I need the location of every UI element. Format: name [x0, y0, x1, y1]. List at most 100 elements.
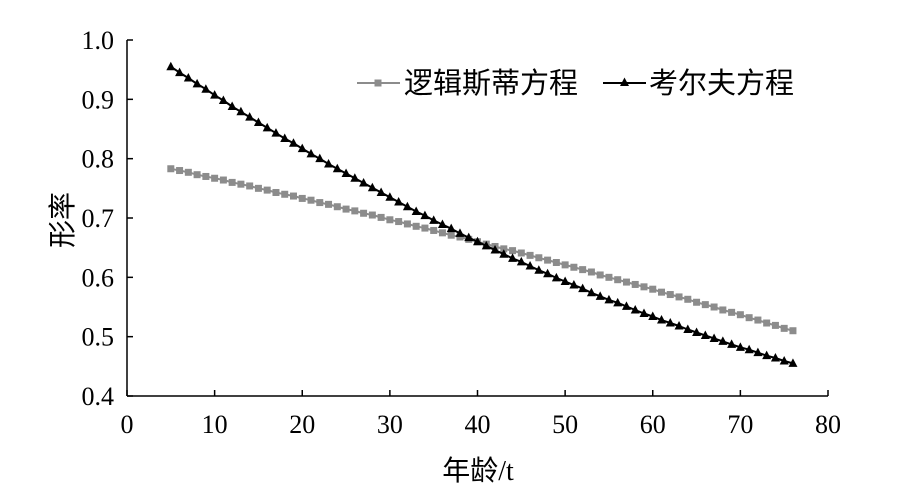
korf-point	[175, 67, 185, 77]
korf-point	[770, 353, 780, 362]
legend-item-logistic: 逻辑斯蒂方程	[357, 67, 578, 100]
korf-point	[665, 318, 675, 327]
korf-point	[341, 168, 351, 177]
korf-point	[674, 320, 684, 330]
korf-point	[578, 283, 588, 293]
x-tick-label: 60	[640, 410, 666, 439]
x-tick-label: 10	[202, 410, 228, 439]
korf-point	[324, 159, 334, 168]
legend: 逻辑斯蒂方程 考尔夫方程	[357, 67, 794, 100]
korf-point	[543, 268, 553, 278]
logistic-point	[745, 314, 753, 322]
logistic-point	[211, 174, 219, 182]
logistic-point	[289, 192, 297, 200]
korf-point	[499, 249, 509, 258]
korf-point	[683, 324, 693, 334]
logistic-point	[763, 319, 771, 327]
korf-point	[586, 287, 596, 297]
korf-point	[236, 106, 246, 116]
korf-point	[297, 143, 307, 153]
logistic-point	[298, 194, 306, 202]
korf-point	[551, 272, 561, 282]
logistic-point	[246, 182, 254, 190]
x-tick-label: 70	[727, 410, 753, 439]
logistic-point	[403, 220, 411, 228]
korf-point	[692, 327, 702, 337]
korf-point	[280, 133, 290, 142]
korf-point	[350, 173, 360, 182]
logistic-point	[386, 216, 394, 224]
logistic-point	[544, 256, 552, 264]
logistic-point	[228, 178, 236, 186]
logistic-point	[535, 254, 543, 262]
x-tick-label: 40	[465, 410, 491, 439]
korf-point	[700, 330, 710, 339]
korf-point	[709, 333, 719, 342]
korf-point	[508, 253, 518, 262]
korf-point	[253, 117, 263, 126]
korf-point	[718, 336, 728, 345]
logistic-point	[789, 327, 797, 335]
logistic-point	[754, 316, 762, 324]
logistic-point	[579, 266, 587, 274]
korf-point	[315, 153, 325, 163]
logistic-point	[167, 165, 175, 173]
korf-point	[648, 311, 658, 320]
legend-logistic-square-marker-icon	[374, 79, 382, 87]
legend-logistic-label: 逻辑斯蒂方程	[404, 67, 578, 100]
logistic-point	[316, 199, 324, 207]
logistic-point	[281, 190, 289, 198]
logistic-point	[219, 176, 227, 184]
logistic-point	[430, 226, 438, 234]
korf-markers	[166, 61, 798, 367]
logistic-point	[561, 261, 569, 269]
legend-item-korf: 考尔夫方程	[603, 67, 794, 100]
axis-ticks: 0 10 20 30 40 50 60 70 80 0.4 0.5 0.6 0.7 0.8 0.9 1.0	[82, 26, 842, 439]
logistic-point	[719, 306, 727, 314]
logistic-point	[307, 196, 315, 204]
legend-korf-triangle-marker-icon	[620, 77, 629, 86]
logistic-point	[771, 321, 779, 329]
x-tick-label: 0	[121, 410, 134, 439]
korf-point	[657, 315, 667, 324]
logistic-point	[412, 222, 420, 230]
korf-point	[490, 245, 500, 254]
logistic-point	[666, 291, 674, 299]
korf-point	[429, 215, 439, 224]
logistic-point	[780, 324, 788, 332]
korf-curve	[170, 65, 794, 365]
korf-point	[183, 72, 193, 82]
korf-point	[560, 276, 570, 285]
korf-point	[394, 196, 404, 206]
korf-point	[753, 347, 763, 357]
logistic-point	[509, 247, 517, 255]
x-tick-label: 20	[289, 410, 315, 439]
logistic-point	[640, 283, 648, 291]
korf-point	[525, 261, 535, 270]
korf-point	[779, 355, 789, 365]
y-tick-label: 0.6	[82, 263, 115, 292]
logistic-point	[631, 280, 639, 288]
korf-point	[376, 187, 386, 196]
logistic-markers	[167, 165, 797, 335]
logistic-point	[333, 203, 341, 211]
logistic-point	[622, 278, 630, 286]
logistic-point	[614, 276, 622, 284]
logistic-point	[254, 184, 262, 192]
korf-point	[464, 232, 474, 242]
korf-point	[245, 112, 255, 121]
korf-point	[359, 177, 369, 187]
korf-point	[227, 101, 237, 110]
korf-point	[569, 280, 579, 289]
logistic-point	[570, 263, 578, 271]
logistic-point	[596, 271, 604, 279]
korf-point	[639, 308, 649, 318]
korf-point	[727, 339, 737, 348]
logistic-point	[701, 301, 709, 309]
logistic-point	[728, 308, 736, 316]
logistic-point	[272, 188, 280, 196]
korf-point	[288, 138, 298, 147]
logistic-point	[500, 245, 508, 253]
korf-point	[271, 128, 281, 137]
logistic-point	[447, 231, 455, 239]
